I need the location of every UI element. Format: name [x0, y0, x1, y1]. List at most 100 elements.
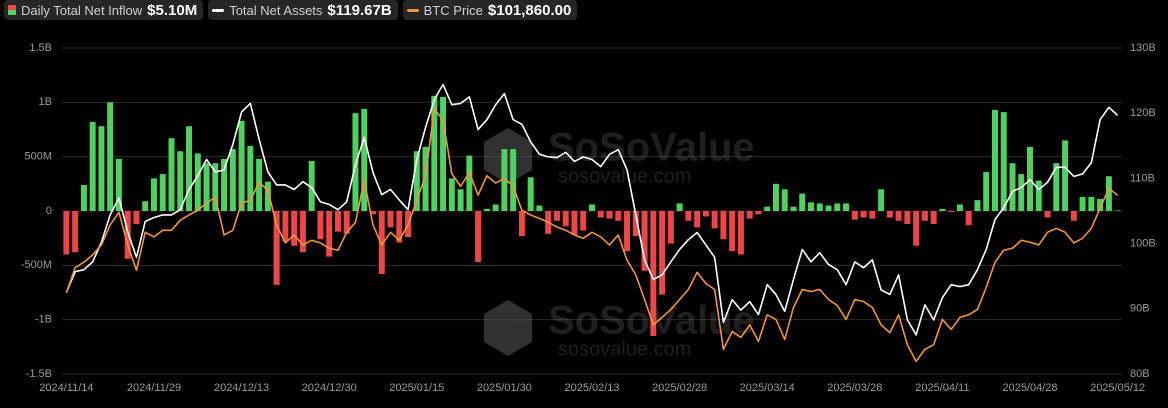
- bar: [98, 126, 105, 211]
- bar: [291, 211, 298, 246]
- watermark-site: sosovalue.com: [558, 165, 691, 187]
- y-tick-label: -1.5B: [26, 368, 52, 380]
- bar: [589, 204, 595, 211]
- x-tick-label: 2024/11/29: [127, 382, 181, 394]
- bar: [1035, 180, 1042, 211]
- legend: Daily Total Net Inflow $5.10M Total Net …: [4, 0, 578, 20]
- legend-item[interactable]: Daily Total Net Inflow $5.10M: [4, 0, 204, 20]
- bar: [273, 211, 280, 285]
- bar: [89, 121, 96, 211]
- bar: [799, 193, 806, 211]
- bar: [659, 211, 666, 295]
- bar: [431, 95, 438, 211]
- y-tick-label: -1B: [35, 314, 52, 326]
- bar: [264, 181, 271, 211]
- bar: [247, 145, 254, 211]
- bar: [1044, 211, 1051, 218]
- legend-item[interactable]: BTC Price $101,860.00: [402, 0, 578, 20]
- legend-label: Daily Total Net Inflow: [21, 2, 143, 18]
- bar: [562, 211, 569, 227]
- bar: [326, 211, 333, 257]
- bar: [851, 211, 858, 220]
- y-tick-label: 500M: [24, 151, 52, 163]
- bar: [790, 206, 797, 211]
- bar: [238, 120, 245, 211]
- bar: [72, 211, 79, 253]
- bar: [1079, 196, 1086, 211]
- bar: [124, 211, 131, 259]
- x-tick-label: 2025/02/13: [564, 382, 619, 394]
- bar: [159, 174, 166, 211]
- y-tick-label: -500M: [21, 259, 52, 271]
- bar: [80, 184, 87, 211]
- bar: [133, 211, 140, 225]
- bar: [983, 171, 990, 211]
- bar: [256, 158, 263, 211]
- bar: [510, 149, 517, 211]
- bar: [755, 211, 762, 215]
- legend-item[interactable]: Total Net Assets $119.67B: [208, 0, 398, 20]
- bar: [991, 109, 998, 211]
- bar: [676, 203, 683, 211]
- bar: [203, 163, 210, 211]
- bar: [764, 206, 771, 211]
- y-tick-label: 0: [46, 205, 52, 217]
- bar: [308, 161, 315, 211]
- bar: [440, 96, 447, 211]
- bar: [825, 205, 832, 211]
- y2-tick-label: 120B: [1130, 107, 1156, 119]
- bar: [466, 155, 473, 211]
- legend-icon: [8, 5, 16, 15]
- bar: [387, 211, 394, 228]
- x-tick-label: 2025/01/30: [477, 382, 532, 394]
- bar: [781, 189, 788, 211]
- x-tick-label: 2025/05/12: [1090, 382, 1145, 394]
- bar: [939, 208, 946, 211]
- y2-tick-label: 80B: [1130, 368, 1150, 380]
- watermark-logo: [484, 128, 532, 184]
- x-tick-label: 2024/11/14: [39, 382, 93, 394]
- bar: [746, 211, 753, 219]
- y-tick-label: 1B: [39, 96, 52, 108]
- bar: [1070, 211, 1077, 221]
- bar: [369, 211, 376, 215]
- bar: [361, 108, 368, 211]
- bar: [168, 138, 175, 211]
- bar: [965, 211, 972, 226]
- bar: [221, 158, 228, 211]
- bar: [729, 211, 736, 252]
- bar: [142, 201, 149, 211]
- bar: [869, 211, 876, 219]
- bar: [501, 149, 508, 211]
- line: [65, 83, 1119, 336]
- x-tick-label: 2025/04/28: [1002, 382, 1057, 394]
- bar: [843, 203, 850, 211]
- bar: [974, 200, 981, 211]
- y2-tick-label: 100B: [1130, 238, 1156, 250]
- bar: [186, 126, 193, 211]
- legend-value: $119.67B: [327, 1, 392, 19]
- x-tick-label: 2025/03/14: [740, 382, 795, 394]
- bar: [667, 211, 674, 244]
- x-tick-label: 2025/03/28: [827, 382, 882, 394]
- bar: [334, 211, 341, 232]
- line: [65, 107, 1119, 363]
- bar: [606, 211, 613, 219]
- bar: [956, 204, 963, 211]
- y2-tick-label: 130B: [1130, 42, 1156, 54]
- legend-label: Total Net Assets: [229, 2, 323, 18]
- bar: [702, 211, 709, 217]
- bar: [396, 211, 403, 243]
- bar: [1000, 112, 1007, 211]
- bar: [194, 153, 201, 211]
- bar: [834, 203, 841, 211]
- bar: [553, 211, 560, 221]
- legend-icon: [406, 8, 419, 12]
- bar: [107, 102, 114, 211]
- bar: [1114, 210, 1121, 211]
- bar: [895, 211, 902, 221]
- bar: [1062, 140, 1069, 211]
- x-tick-label: 2024/12/30: [302, 382, 357, 394]
- bar: [650, 211, 657, 336]
